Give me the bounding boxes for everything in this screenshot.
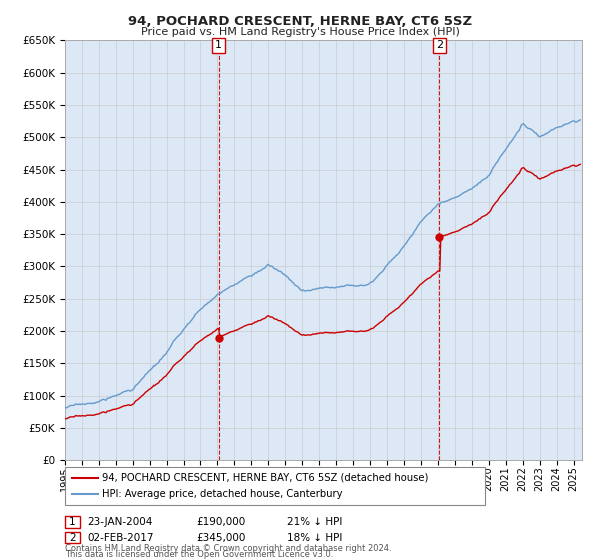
Text: 2: 2 bbox=[69, 533, 76, 543]
Text: Price paid vs. HM Land Registry's House Price Index (HPI): Price paid vs. HM Land Registry's House … bbox=[140, 27, 460, 37]
Text: 18% ↓ HPI: 18% ↓ HPI bbox=[287, 533, 342, 543]
Text: 23-JAN-2004: 23-JAN-2004 bbox=[88, 517, 153, 527]
Text: This data is licensed under the Open Government Licence v3.0.: This data is licensed under the Open Gov… bbox=[65, 550, 333, 559]
Text: 94, POCHARD CRESCENT, HERNE BAY, CT6 5SZ (detached house): 94, POCHARD CRESCENT, HERNE BAY, CT6 5SZ… bbox=[102, 473, 428, 483]
Text: HPI: Average price, detached house, Canterbury: HPI: Average price, detached house, Cant… bbox=[102, 489, 343, 500]
Text: 02-FEB-2017: 02-FEB-2017 bbox=[88, 533, 154, 543]
Text: 94, POCHARD CRESCENT, HERNE BAY, CT6 5SZ: 94, POCHARD CRESCENT, HERNE BAY, CT6 5SZ bbox=[128, 15, 472, 28]
Text: 21% ↓ HPI: 21% ↓ HPI bbox=[287, 517, 342, 527]
Text: 1: 1 bbox=[69, 517, 76, 527]
Text: 1: 1 bbox=[215, 40, 222, 50]
Text: £345,000: £345,000 bbox=[197, 533, 246, 543]
Text: 2: 2 bbox=[436, 40, 443, 50]
Text: Contains HM Land Registry data © Crown copyright and database right 2024.: Contains HM Land Registry data © Crown c… bbox=[65, 544, 391, 553]
Text: £190,000: £190,000 bbox=[197, 517, 246, 527]
